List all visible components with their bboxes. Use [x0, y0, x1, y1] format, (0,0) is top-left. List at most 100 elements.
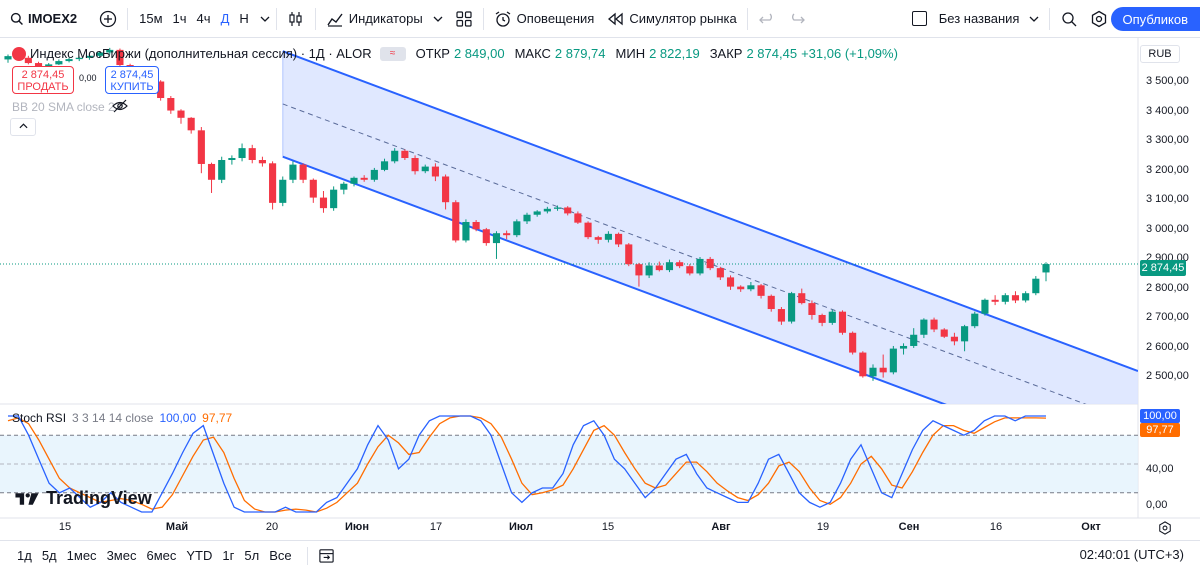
clock[interactable]: 02:40:01 (UTC+3)	[1079, 547, 1184, 562]
candle-body	[788, 293, 796, 322]
alerts-button[interactable]: Оповещения	[488, 0, 601, 38]
sell-label: ПРОДАТЬ	[17, 81, 69, 93]
chart-type-button[interactable]	[281, 0, 311, 38]
price-chart[interactable]	[0, 38, 1200, 538]
collapse-legend-button[interactable]	[10, 118, 36, 136]
symbol-name: IMOEX2	[28, 11, 78, 26]
redo-button[interactable]	[782, 0, 812, 38]
candle-body	[309, 179, 317, 198]
change-value: +31,06 (+1,09%)	[801, 46, 898, 61]
range-5d[interactable]: 5д	[41, 548, 57, 563]
candle-body	[503, 233, 511, 236]
date-range-icon[interactable]	[318, 547, 335, 564]
candle-body	[899, 345, 908, 349]
sell-button[interactable]: 2 874,45 ПРОДАТЬ	[12, 66, 74, 94]
stoch-rsi-legend[interactable]: Stoch RSI 3 3 14 14 close 100,00 97,77	[12, 411, 232, 425]
candle-body	[879, 367, 887, 373]
chevron-down-icon	[1030, 16, 1039, 22]
interval-1d[interactable]: Д	[220, 11, 230, 26]
time-tick: 15	[58, 521, 72, 533]
settings-button[interactable]	[1084, 0, 1114, 38]
range-1m[interactable]: 1мес	[66, 548, 97, 563]
interval-1w[interactable]: Н	[239, 11, 249, 26]
candle-body	[706, 258, 714, 269]
axis-settings-icon[interactable]	[1158, 521, 1172, 535]
layout-selector[interactable]: Без названия	[906, 0, 1046, 38]
replay-button[interactable]: Симулятор рынка	[600, 0, 742, 38]
interval-4h[interactable]: 4ч	[196, 11, 211, 26]
price-tick: 2 800,00	[1146, 282, 1189, 294]
range-group: 1д 5д 1мес 3мес 6мес YTD 1г 5л Все	[12, 546, 335, 565]
candle-body	[360, 177, 368, 180]
candle-body	[85, 55, 93, 58]
range-all[interactable]: Все	[269, 548, 292, 563]
range-1d[interactable]: 1д	[17, 548, 32, 563]
checkbox-icon[interactable]	[911, 11, 927, 26]
candle-body	[971, 313, 979, 327]
candle-body	[940, 329, 948, 337]
chevron-up-icon	[18, 123, 28, 129]
candle-body	[258, 160, 266, 164]
interval-15m[interactable]: 15м	[139, 11, 163, 26]
divider	[746, 7, 748, 30]
bb-indicator-legend[interactable]: BB 20 SMA close 2	[12, 100, 115, 114]
close-label: ЗАКР	[709, 46, 743, 61]
regression-channel-fill	[282, 51, 1138, 404]
candle-body	[228, 158, 236, 160]
candle-body	[808, 303, 816, 315]
candle-body	[961, 326, 969, 342]
stoch-d-line	[7, 415, 1047, 513]
chevron-down-icon[interactable]	[260, 16, 270, 22]
candle-body	[1001, 295, 1009, 302]
stoch-k-axis-label: 100,00	[1140, 409, 1180, 423]
candle-body	[4, 56, 12, 60]
replay-label: Симулятор рынка	[629, 11, 737, 26]
flag-badge[interactable]: ≈	[379, 46, 406, 61]
buy-label: КУПИТЬ	[110, 81, 154, 93]
candle-body	[65, 59, 73, 62]
compare-button[interactable]	[93, 0, 123, 38]
symbol-search[interactable]: IMOEX2	[0, 0, 83, 38]
undo-button[interactable]	[752, 0, 782, 38]
high-value: 2 879,74	[554, 46, 606, 61]
top-toolbar: IMOEX2 15м 1ч 4ч Д Н Индикаторы Оповещен…	[0, 0, 1200, 38]
templates-button[interactable]	[449, 0, 479, 38]
open-label: ОТКР	[415, 46, 450, 61]
candle-body	[421, 166, 429, 172]
candle-body	[513, 221, 521, 236]
time-tick: Май	[165, 521, 189, 533]
hidden-eye-icon[interactable]	[112, 98, 128, 114]
bottom-bar: 1д 5д 1мес 3мес 6мес YTD 1г 5л Все	[0, 540, 1200, 570]
range-6m[interactable]: 6мес	[146, 548, 177, 563]
candle-body	[106, 49, 114, 53]
publish-button[interactable]: Опубликов	[1110, 7, 1200, 31]
candle-body	[533, 211, 541, 215]
range-1y[interactable]: 1г	[222, 548, 235, 563]
interval-1h[interactable]: 1ч	[172, 11, 187, 26]
tradingview-logo[interactable]: TradingView	[14, 488, 152, 509]
candle-body	[716, 268, 724, 278]
candle-body	[431, 166, 439, 177]
candle-body	[910, 334, 918, 346]
candle-body	[869, 367, 877, 377]
interval-group: 15м 1ч 4ч Д Н	[132, 0, 272, 38]
range-3m[interactable]: 3мес	[106, 548, 137, 563]
series-title[interactable]: Индекс МосБиржи (дополнительная сессия) …	[30, 46, 372, 61]
search-icon	[10, 12, 23, 25]
close-value: 2 874,45	[746, 46, 798, 61]
chart-area[interactable]	[0, 38, 1200, 538]
buy-button[interactable]: 2 874,45 КУПИТЬ	[105, 66, 159, 94]
divider	[1049, 7, 1051, 30]
candle-body	[686, 266, 694, 274]
currency-selector[interactable]: RUB	[1140, 45, 1180, 63]
candle-body	[747, 285, 755, 290]
candle-body	[1042, 264, 1050, 273]
range-5y[interactable]: 5л	[244, 548, 260, 563]
quick-search-icon	[1062, 11, 1077, 26]
quick-search-button[interactable]	[1054, 0, 1084, 38]
candle-body	[655, 265, 663, 271]
candle-body	[330, 189, 338, 209]
indicators-button[interactable]: Индикаторы	[320, 0, 449, 38]
price-tick: 3 400,00	[1146, 105, 1189, 117]
range-ytd[interactable]: YTD	[186, 548, 213, 563]
